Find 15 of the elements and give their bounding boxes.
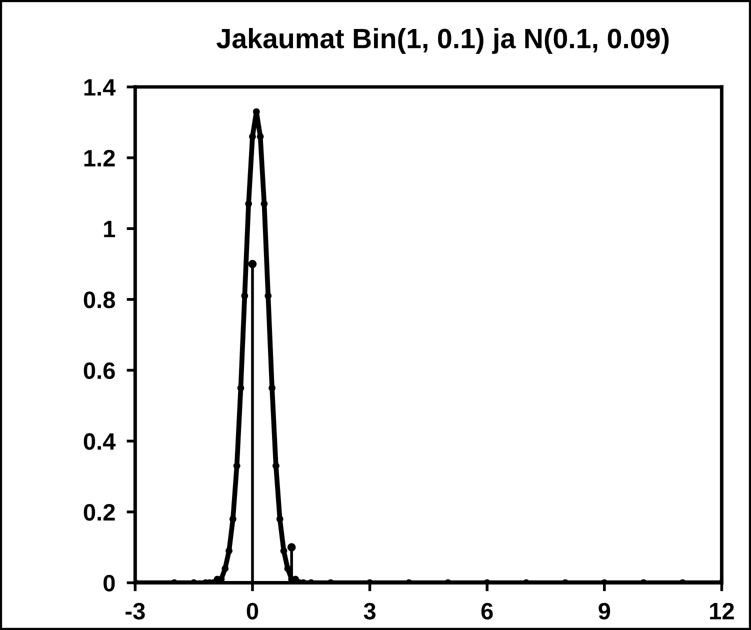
y-tick-label: 0.4 — [84, 433, 116, 450]
x-tick-label: 6 — [481, 602, 493, 620]
y-tick-label: 1.4 — [84, 79, 116, 96]
y-tick-label: 0.8 — [84, 292, 116, 308]
y-tick-label: 0.6 — [84, 362, 115, 380]
y-tick-label: 1 — [104, 220, 116, 238]
x-tick-label: 12 — [710, 602, 734, 620]
x-tick-label: 9 — [598, 602, 610, 620]
y-tick-label: 1.2 — [84, 150, 115, 166]
y-tick-label: 0 — [104, 574, 115, 592]
chart-title: Jakaumat Bin(1, 0.1) ja N(0.1, 0.09) — [216, 28, 669, 54]
x-tick-label: 0 — [246, 602, 258, 620]
x-tick-label: -3 — [126, 602, 145, 620]
y-tick-label: 0.2 — [84, 504, 115, 521]
x-tick-label: 3 — [364, 602, 376, 620]
